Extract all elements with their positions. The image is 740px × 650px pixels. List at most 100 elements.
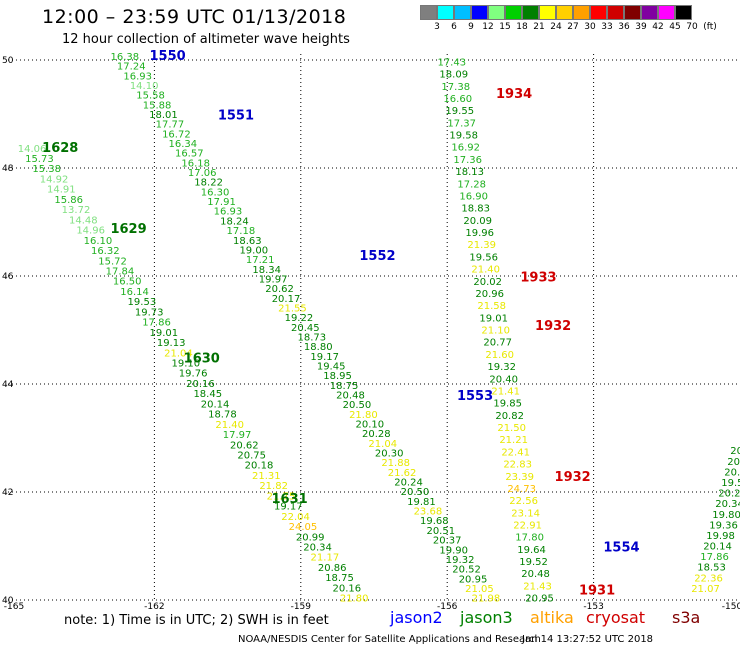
wave-height-label: 21.98 [472, 594, 501, 605]
wave-height-label: 17.86 [142, 318, 171, 329]
wave-height-label: 18.75 [325, 573, 354, 584]
wave-height-label: 19.32 [487, 362, 516, 373]
wave-height-label: 19.90 [439, 545, 468, 556]
x-tick-label: -156 [437, 602, 458, 612]
wave-height-label: 16.50 [113, 277, 142, 288]
scale-label: 24 [550, 22, 562, 32]
wave-height-label: 16.93 [123, 71, 152, 82]
wave-height-label: 20.18 [245, 461, 274, 472]
wave-height-label: 16.60 [443, 94, 472, 105]
scale-label: 6 [451, 22, 457, 32]
pass-number-label: 1552 [359, 249, 395, 264]
pass-number-label: 1631 [272, 492, 308, 507]
y-tick-label: 48 [2, 164, 14, 174]
wave-height-label: 17.21 [246, 255, 275, 266]
wave-height-label: 19.10 [171, 358, 200, 369]
scale-label: 45 [669, 22, 681, 32]
wave-height-label: 19.50 [721, 478, 740, 489]
scale-swatch [488, 5, 505, 20]
wave-height-label: 17.38 [441, 82, 470, 93]
y-tick-label: 50 [2, 56, 14, 66]
wave-height-label: 19.97 [259, 274, 288, 285]
scale-label: 18 [516, 22, 528, 32]
x-tick-label: -153 [583, 602, 603, 612]
wave-height-label: 21.41 [491, 386, 520, 397]
wave-height-label: 22.36 [694, 573, 723, 584]
wave-height-label: 21.88 [381, 458, 410, 469]
wave-height-label: 17.84 [106, 266, 135, 277]
wave-height-label: 18.45 [193, 389, 222, 400]
wave-height-label: 20.86 [318, 563, 347, 574]
wave-height-label: 23.14 [511, 508, 540, 519]
wave-height-label: 19.96 [465, 228, 494, 239]
legend-s3a: s3a [672, 608, 701, 627]
scale-swatch [454, 5, 471, 20]
wave-height-label: 20.62 [265, 284, 294, 295]
scale-swatch [573, 5, 590, 20]
pass-number-label: 1629 [110, 222, 146, 237]
pass-number-label: 1932 [555, 470, 591, 485]
chart-subtitle: 12 hour collection of altimeter wave hei… [62, 32, 350, 47]
wave-height-label: 20.37 [433, 536, 462, 547]
scale-swatch [522, 5, 539, 20]
legend-jason3: jason3 [460, 608, 513, 627]
wave-height-label: 19.22 [285, 313, 314, 324]
wave-height-label: 14.48 [69, 215, 98, 226]
wave-height-label: 20.00 [727, 457, 740, 468]
footer-credit: NOAA/NESDIS Center for Satellite Applica… [238, 634, 541, 645]
wave-height-label: 19.00 [239, 245, 268, 256]
wave-height-label: 13.72 [62, 205, 91, 216]
y-tick-label: 42 [2, 488, 13, 498]
wave-height-label: 18.13 [455, 167, 484, 178]
wave-height-label: 20.77 [483, 338, 512, 349]
wave-height-label: 15.58 [136, 91, 165, 102]
scale-swatch [437, 5, 454, 20]
wave-height-label: 16.34 [169, 139, 198, 150]
wave-height-label: 20.24 [394, 478, 423, 489]
wave-height-label: 16.32 [91, 246, 120, 257]
wave-height-label: 14.96 [76, 226, 105, 237]
scale-swatch [505, 5, 522, 20]
wave-height-label: 17.97 [223, 430, 252, 441]
wave-height-label: 16.30 [201, 187, 230, 198]
wave-height-label: 19.73 [135, 307, 164, 318]
scale-label: 12 [482, 22, 494, 32]
wave-height-label: 19.01 [150, 328, 179, 339]
wave-height-label: 19.45 [317, 361, 346, 372]
scale-label: 27 [567, 22, 579, 32]
wave-height-label: 16.10 [84, 236, 113, 247]
wave-height-label: 20.00 [730, 446, 740, 457]
wave-height-label: 20.50 [401, 487, 430, 498]
chart-title: 12:00 – 23:59 UTC 01/13/2018 [42, 6, 347, 28]
wave-height-label: 18.75 [330, 381, 359, 392]
wave-height-label: 22.56 [509, 496, 538, 507]
wave-height-label: 21.50 [497, 423, 526, 434]
wave-height-label: 18.95 [323, 371, 352, 382]
chart-note: note: 1) Time is in UTC; 2) SWH is in fe… [64, 613, 329, 628]
wave-height-label: 20.45 [291, 323, 320, 334]
wave-height-label: 21.75 [267, 491, 296, 502]
wave-height-label: 19.55 [445, 106, 474, 117]
wave-height-label: 20.17 [272, 294, 301, 305]
wave-height-label: 18.24 [220, 216, 249, 227]
wave-height-label: 16.72 [162, 129, 191, 140]
wave-height-label: 20.00 [724, 467, 740, 478]
wave-height-label: 21.31 [252, 471, 281, 482]
y-tick-label: 44 [2, 380, 14, 390]
wave-height-label: 17.77 [156, 120, 185, 131]
legend-cryosat: cryosat [586, 608, 646, 627]
wave-height-label: 22.83 [503, 460, 532, 471]
wave-height-label: 22.41 [501, 447, 530, 458]
wave-height-label: 15.88 [143, 100, 172, 111]
wave-height-label: 19.56 [469, 252, 498, 263]
wave-height-label: 21.40 [215, 420, 244, 431]
wave-height-label: 21.58 [477, 301, 506, 312]
wave-height-label: 21.43 [523, 581, 552, 592]
wave-height-label: 21.10 [481, 326, 510, 337]
wave-height-label: 18.22 [194, 178, 223, 189]
scale-swatch [471, 5, 488, 20]
pass-number-label: 1553 [457, 389, 493, 404]
wave-height-label: 21.62 [388, 468, 417, 479]
wave-height-label: 19.52 [519, 557, 548, 568]
